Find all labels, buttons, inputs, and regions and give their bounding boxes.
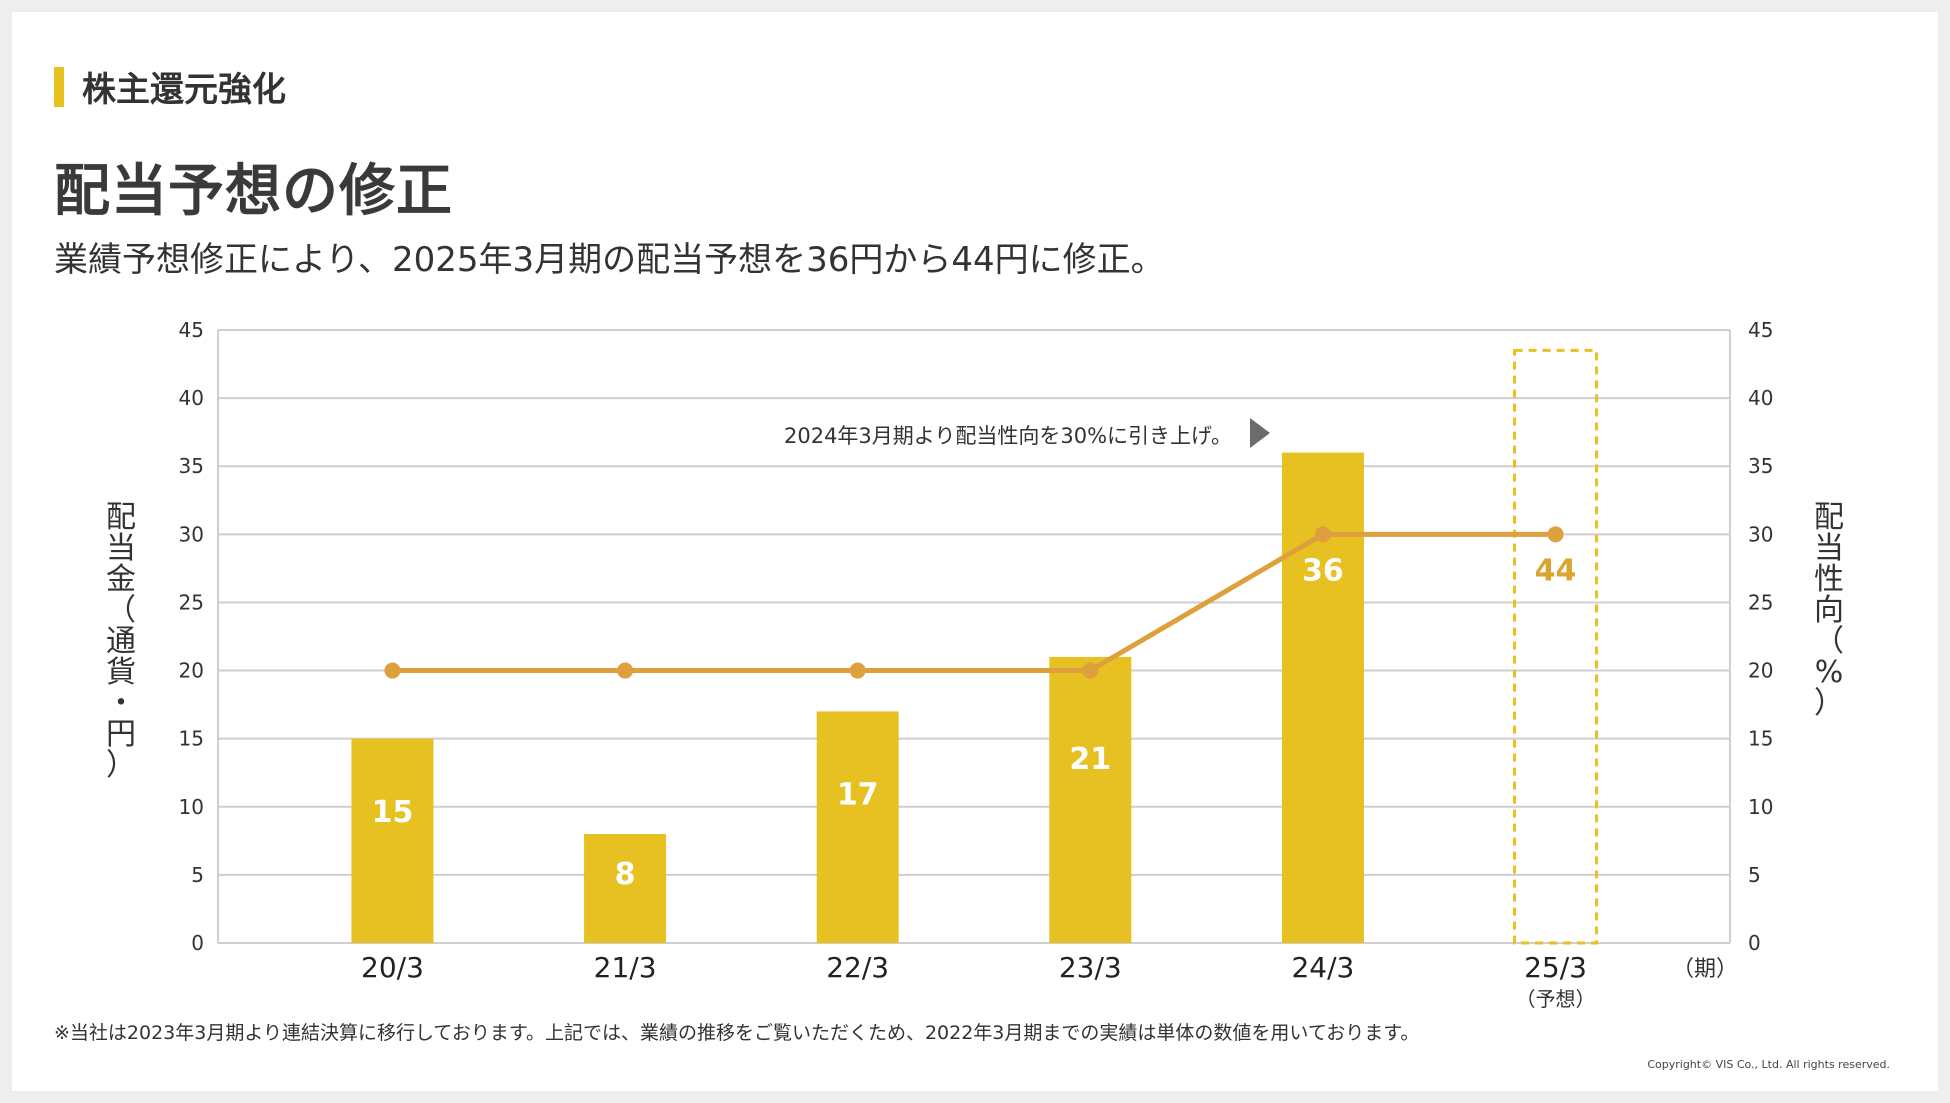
payout-ratio-point	[384, 662, 401, 679]
y-tick-left: 40	[179, 386, 204, 410]
payout-ratio-point	[617, 662, 634, 679]
y-tick-right: 30	[1748, 522, 1773, 546]
x-tick-label: 22/3	[826, 951, 889, 984]
x-tick-label: 25/3	[1524, 951, 1587, 984]
bar-value-label: 8	[615, 857, 636, 892]
bar-value-label: 17	[837, 777, 879, 812]
forecast-note: （予想）	[1516, 987, 1596, 1011]
y-axis-title-right: 配当性向（%）	[1814, 500, 1844, 721]
y-tick-left: 30	[179, 522, 204, 546]
bar-value-label: 36	[1302, 553, 1344, 588]
y-tick-left: 20	[179, 659, 204, 683]
y-tick-right: 15	[1748, 727, 1773, 751]
y-tick-right: 0	[1748, 931, 1761, 955]
page-title: 配当予想の修正	[54, 159, 453, 224]
accent-bar	[54, 66, 64, 107]
bar	[584, 834, 667, 943]
copyright: Copyright© VIS Co., Ltd. All rights rese…	[1647, 1058, 1890, 1071]
y-tick-left: 45	[179, 318, 204, 342]
footnote: ※当社は2023年3月期より連結決算に移行しております。上記では、業績の推移をご…	[54, 1022, 1420, 1044]
payout-ratio-line	[392, 531, 1556, 674]
section-title: 株主還元強化	[82, 70, 286, 110]
y-tick-right: 20	[1748, 659, 1773, 683]
y-tick-left: 35	[179, 454, 204, 478]
y-tick-left: 15	[179, 727, 204, 751]
y-axis-title-left: 配当金（通貨・円）	[106, 500, 136, 783]
bar-value-label: 15	[372, 795, 414, 830]
y-tick-right: 5	[1748, 863, 1761, 887]
y-tick-right: 35	[1748, 454, 1773, 478]
y-tick-right: 40	[1748, 386, 1773, 410]
bar	[1281, 452, 1364, 943]
bar-value-label: 44	[1535, 553, 1577, 588]
y-tick-left: 0	[191, 931, 204, 955]
payout-ratio-point	[1547, 526, 1564, 543]
y-tick-right: 10	[1748, 795, 1773, 819]
x-tick-label: 24/3	[1291, 951, 1354, 984]
payout-ratio-point	[1082, 662, 1099, 679]
x-tick-label: 20/3	[361, 951, 424, 984]
bar	[351, 738, 434, 943]
section-label: 株主還元強化	[54, 62, 286, 111]
y-tick-right: 25	[1748, 590, 1773, 614]
y-tick-right: 45	[1748, 318, 1773, 342]
bar-value-label: 21	[1069, 742, 1111, 777]
bar	[816, 711, 899, 943]
y-tick-left: 10	[179, 795, 204, 819]
y-tick-left: 25	[179, 590, 204, 614]
x-tick-label: 21/3	[594, 951, 657, 984]
payout-ratio-point	[849, 662, 866, 679]
page-subtitle: 業績予想修正により、2025年3月期の配当予想を36円から44円に修正。	[54, 240, 1165, 280]
slide	[12, 12, 1938, 1091]
bar	[1049, 656, 1132, 943]
bar-forecast	[1513, 348, 1599, 945]
y-tick-left: 5	[191, 863, 204, 887]
annotation-text: 2024年3月期より配当性向を30%に引き上げ。	[784, 424, 1232, 448]
x-tick-label: 23/3	[1059, 951, 1122, 984]
payout-ratio-point	[1314, 526, 1331, 543]
period-unit: （期）	[1672, 957, 1738, 982]
annotation-arrow-icon	[1250, 418, 1270, 448]
